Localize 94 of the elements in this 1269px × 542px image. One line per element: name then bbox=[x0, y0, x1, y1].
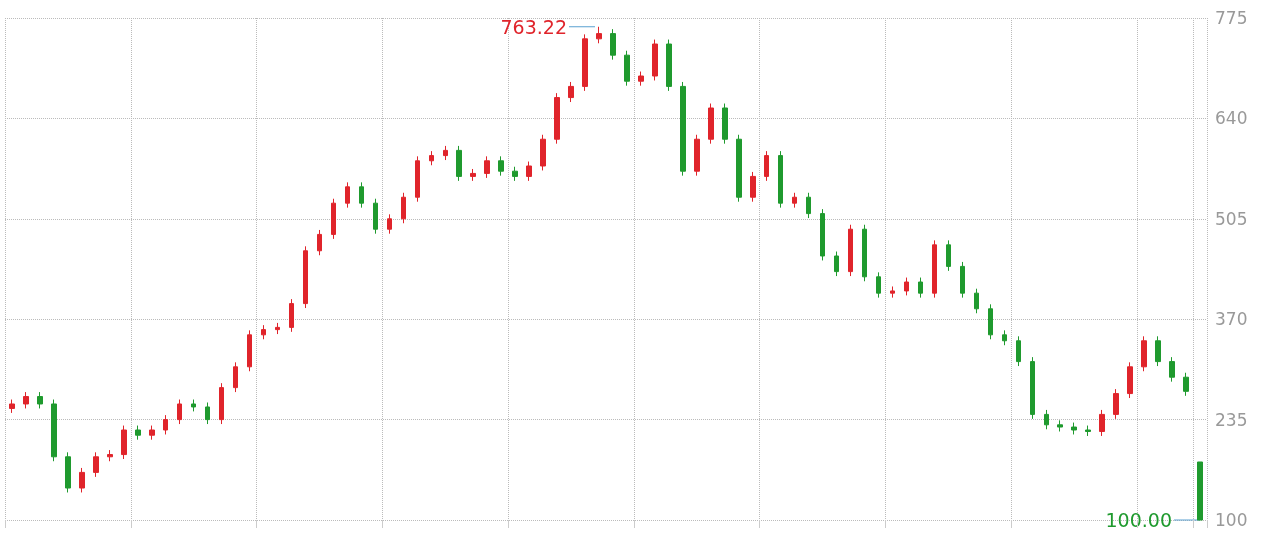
candlestick bbox=[149, 425, 155, 441]
candlestick bbox=[121, 425, 127, 460]
candlestick bbox=[988, 303, 993, 340]
candlestick bbox=[23, 391, 29, 409]
candlestick bbox=[1183, 372, 1189, 397]
candlestick bbox=[373, 198, 378, 235]
candlestick bbox=[1002, 329, 1007, 346]
candlestick bbox=[960, 261, 965, 299]
candlestick bbox=[596, 26, 602, 44]
candlestick bbox=[303, 245, 308, 309]
y-tick-label: 505 bbox=[1215, 208, 1248, 229]
candlestick bbox=[666, 39, 672, 92]
candlestick bbox=[568, 81, 574, 103]
y-tick-label: 370 bbox=[1215, 309, 1248, 330]
candlestick bbox=[1141, 335, 1147, 372]
candlestick bbox=[946, 239, 951, 272]
candlestick bbox=[1113, 388, 1119, 420]
candlestick bbox=[904, 277, 909, 296]
candlestick bbox=[443, 145, 448, 161]
candlestick bbox=[750, 171, 756, 203]
candlestick bbox=[890, 285, 895, 299]
candlestick bbox=[79, 467, 85, 493]
candlestick bbox=[289, 298, 294, 333]
candlestick bbox=[1169, 356, 1175, 383]
candlestick bbox=[401, 192, 406, 224]
candlestick bbox=[233, 361, 238, 393]
candlestick bbox=[974, 288, 979, 314]
candlestick bbox=[456, 145, 462, 182]
candlestick bbox=[834, 251, 839, 277]
candlestick bbox=[1099, 409, 1105, 437]
candlestick bbox=[1155, 335, 1161, 367]
candlestick bbox=[820, 208, 825, 261]
candlestick bbox=[1057, 419, 1063, 432]
candlestick bbox=[484, 155, 490, 179]
candlestick bbox=[610, 28, 616, 61]
candlestick bbox=[792, 192, 797, 209]
candlestick bbox=[554, 92, 560, 145]
candlestick bbox=[526, 161, 532, 182]
candlestick bbox=[470, 168, 476, 182]
y-tick-label: 640 bbox=[1215, 108, 1248, 129]
candlestick bbox=[918, 277, 923, 299]
candlestick bbox=[694, 134, 700, 177]
candlestick bbox=[387, 213, 392, 235]
candlestick bbox=[191, 399, 196, 412]
candlestick bbox=[1030, 356, 1035, 420]
candlestick bbox=[65, 451, 71, 493]
candlestick bbox=[93, 451, 99, 478]
annotation: 763.22 bbox=[500, 15, 568, 38]
candlestick bbox=[107, 449, 113, 462]
candlestick bbox=[261, 324, 266, 340]
candlestick bbox=[708, 103, 714, 145]
candlestick bbox=[736, 134, 742, 203]
y-tick-label: 235 bbox=[1215, 409, 1248, 430]
candlestick bbox=[1197, 461, 1203, 521]
candlestick bbox=[37, 391, 43, 409]
candlestick bbox=[415, 155, 420, 203]
candlestick bbox=[359, 181, 364, 209]
candlestick bbox=[163, 414, 168, 435]
y-tick-label: 775 bbox=[1215, 8, 1248, 28]
annotation: 100.00 bbox=[1105, 509, 1173, 531]
candlestick bbox=[247, 329, 252, 372]
candlestick bbox=[219, 382, 224, 425]
candlestick bbox=[876, 271, 881, 299]
candlestick bbox=[205, 401, 210, 425]
candlestick bbox=[778, 150, 783, 209]
candlestick bbox=[722, 103, 728, 145]
candlestick bbox=[51, 399, 57, 462]
candlestick bbox=[848, 224, 853, 277]
candlestick bbox=[135, 425, 141, 441]
candlestick bbox=[9, 399, 15, 414]
candlestick bbox=[317, 229, 322, 256]
candlestick bbox=[331, 198, 336, 240]
candlestick bbox=[652, 39, 658, 81]
candlestick bbox=[177, 399, 182, 425]
candlestick bbox=[345, 181, 350, 209]
candlestick bbox=[638, 71, 644, 87]
candlestick bbox=[624, 50, 630, 87]
candlestick bbox=[429, 150, 434, 166]
candlestick bbox=[680, 81, 686, 177]
candlestick bbox=[1127, 361, 1133, 399]
candlestick bbox=[275, 322, 280, 335]
candlestick bbox=[806, 192, 811, 219]
candlestick bbox=[498, 155, 504, 177]
candlestick bbox=[1085, 425, 1091, 437]
candlestick bbox=[932, 239, 937, 299]
y-tick-label: 100 bbox=[1215, 510, 1248, 530]
candlestick bbox=[764, 150, 769, 182]
candlestick bbox=[512, 166, 518, 182]
candlestick bbox=[1071, 422, 1077, 435]
candlestick bbox=[862, 224, 867, 282]
candlestick bbox=[540, 134, 546, 171]
candlestick bbox=[582, 33, 588, 92]
candlestick bbox=[1044, 409, 1049, 430]
candlestick bbox=[1016, 335, 1021, 367]
